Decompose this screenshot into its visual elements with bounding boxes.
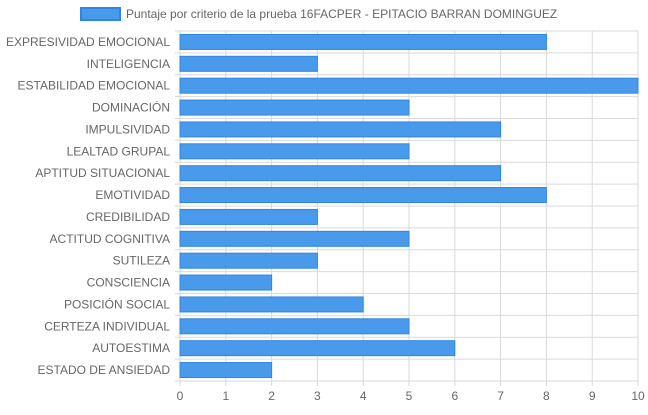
x-axis-tick-label: 9 [589,389,596,403]
bar [179,208,318,225]
x-axis-tick-label: 5 [406,389,413,403]
legend-label[interactable]: Puntaje por criterio de la prueba 16FACP… [126,7,557,21]
x-axis-labels: 0 1 2 3 4 5 6 7 8 9 10 [177,389,645,403]
x-axis-tick-label: 2 [268,389,275,403]
x-axis-tick-label: 4 [360,389,367,403]
bar [179,187,547,204]
y-axis-label: ESTADO DE ANSIEDAD [38,363,171,377]
bar [179,252,318,269]
y-axis-label: ACTITUD COGNITIVA [50,232,170,246]
bars [179,33,639,379]
legend-swatch[interactable] [80,7,121,21]
y-axis-label: CERTEZA INDIVIDUAL [44,319,170,333]
y-axis-label: SUTILEZA [113,254,170,268]
bar [179,318,410,335]
x-axis-tick-label: 1 [222,389,229,403]
bar [179,340,456,357]
y-axis-label: AUTOESTIMA [92,341,170,355]
y-axis-label: APTITUD SITUACIONAL [35,166,170,180]
y-axis-label: CONSCIENCIA [87,276,170,290]
y-axis-label: IMPULSIVIDAD [85,122,170,136]
y-axis-label: ESTABILIDAD EMOCIONAL [18,79,171,93]
x-axis-tick-label: 6 [451,389,458,403]
bar [179,121,502,138]
y-axis-label: EXPRESIVIDAD EMOCIONAL [6,35,170,49]
bar [179,165,502,182]
y-axis-label: CREDIBILIDAD [86,210,170,224]
x-axis-tick-label: 10 [631,389,645,403]
x-axis-tick-label: 8 [543,389,550,403]
y-axis-label: DOMINACIÓN [92,100,170,115]
bar [179,99,410,116]
bar [179,55,318,72]
legend[interactable]: Puntaje por criterio de la prueba 16FACP… [80,7,557,21]
bar [179,143,410,160]
bar [179,230,410,247]
y-axis-label: POSICIÓN SOCIAL [64,296,170,311]
bar [179,362,273,379]
x-axis-tick-label: 7 [497,389,504,403]
bar [179,296,364,313]
x-axis-tick-label: 0 [177,389,184,403]
bar [179,274,273,291]
y-axis-label: INTELIGENCIA [87,57,170,71]
bar [179,77,639,94]
y-axis-label: EMOTIVIDAD [95,188,170,202]
bar [179,33,547,50]
x-axis-tick-label: 3 [314,389,321,403]
y-axis-labels: EXPRESIVIDAD EMOCIONAL INTELIGENCIA ESTABI… [6,35,170,377]
y-axis-label: LEALTAD GRUPAL [67,144,171,158]
